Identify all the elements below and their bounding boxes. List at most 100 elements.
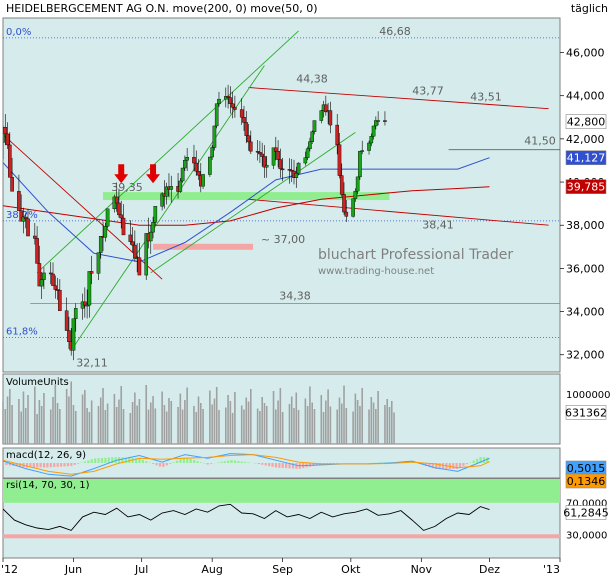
- macd-histogram-bar: [261, 463, 263, 465]
- x-tick-label: Sep: [272, 563, 293, 576]
- macd-histogram-bar: [53, 463, 55, 467]
- volume-bar: [352, 412, 354, 445]
- macd-histogram-bar: [220, 462, 222, 463]
- volume-bar: [139, 399, 141, 444]
- volume-bar: [18, 399, 20, 444]
- volume-bar: [282, 412, 284, 444]
- candle-body: [72, 319, 75, 351]
- volume-bar: [384, 405, 386, 444]
- x-tick-label: '13: [543, 563, 560, 576]
- macd-histogram-bar: [173, 462, 175, 463]
- candle-body: [170, 186, 173, 189]
- macd-histogram-bar: [159, 463, 161, 467]
- volume-bar: [339, 398, 341, 445]
- candle-body: [117, 203, 120, 215]
- volume-bar: [298, 410, 300, 444]
- macd-histogram-bar: [234, 461, 236, 463]
- candle-body: [320, 111, 323, 121]
- macd-histogram-bar: [282, 463, 284, 468]
- candle-body: [354, 191, 357, 199]
- volume-bar: [107, 404, 109, 445]
- candle-body: [233, 107, 236, 109]
- volume-bar: [373, 403, 375, 445]
- candle-body: [383, 121, 386, 122]
- volume-bar: [357, 400, 359, 444]
- candle-body: [138, 258, 141, 275]
- interval-label: täglich: [571, 2, 608, 15]
- volume-tick-label: 1000000: [566, 390, 611, 401]
- macd-histogram-bar: [74, 463, 76, 465]
- macd-histogram-bar: [210, 463, 212, 464]
- volume-bar: [4, 409, 6, 444]
- volume-bar: [182, 410, 184, 445]
- candle-body: [192, 157, 195, 163]
- macd-histogram-bar: [248, 462, 250, 463]
- volume-bar: [86, 408, 88, 444]
- candle-body: [201, 174, 204, 186]
- candle-body: [215, 104, 218, 126]
- volume-bar: [200, 403, 202, 444]
- price-annotation: 43,77: [412, 85, 444, 98]
- watermark-title: bluchart Professional Trader: [318, 247, 513, 263]
- watermark-url: www.trading-house.net: [318, 266, 434, 277]
- volume-bar: [102, 388, 104, 444]
- volume-bar: [327, 390, 329, 445]
- candle-body: [24, 217, 27, 219]
- volume-bar: [68, 397, 70, 445]
- candle-body: [42, 273, 45, 280]
- price-tick-label: 42,000: [566, 133, 605, 146]
- volume-bar: [20, 412, 22, 445]
- volume-bar: [164, 405, 166, 444]
- volume-bar: [59, 409, 61, 444]
- volume-bar: [11, 405, 13, 444]
- price-badge: 42,800: [567, 116, 606, 129]
- candle-body: [122, 218, 125, 235]
- volume-bar: [195, 412, 197, 444]
- macd-histogram-bar: [196, 461, 198, 463]
- candle-body: [26, 219, 29, 236]
- volume-bar: [105, 410, 107, 444]
- volume-bar: [323, 412, 325, 444]
- volume-bar: [280, 388, 282, 444]
- volume-bar: [118, 400, 120, 445]
- volume-bar: [54, 384, 56, 444]
- volume-bar: [389, 407, 391, 444]
- volume-bar: [82, 395, 84, 445]
- candle-body: [65, 311, 68, 331]
- candle-body: [33, 236, 36, 238]
- candle-body: [258, 152, 261, 154]
- candle-body: [36, 238, 39, 263]
- volume-bar: [343, 386, 345, 445]
- volume-bar: [293, 408, 295, 444]
- candle-body: [345, 212, 348, 216]
- candle-body: [154, 206, 157, 222]
- price-annotation: 39,35: [111, 181, 143, 194]
- price-tick-label: 44,000: [566, 90, 605, 103]
- macd-histogram-bar: [63, 463, 65, 466]
- volume-bar: [289, 404, 291, 444]
- macd-histogram-bar: [70, 463, 72, 466]
- candle-body: [242, 117, 245, 122]
- candle-body: [229, 98, 232, 104]
- volume-bar: [250, 389, 252, 444]
- candle-body: [329, 111, 332, 125]
- macd-histogram-bar: [207, 463, 209, 465]
- candle-body: [304, 158, 307, 163]
- volume-bar: [184, 400, 186, 444]
- candle-body: [208, 157, 211, 174]
- candle-body: [308, 142, 311, 149]
- macd-histogram-bar: [50, 463, 52, 467]
- volume-bar: [89, 412, 91, 444]
- macd-histogram-bar: [176, 461, 178, 463]
- volume-bar: [266, 406, 268, 444]
- macd-histogram-bar: [179, 459, 181, 463]
- volume-bar: [336, 410, 338, 445]
- macd-histogram-bar: [237, 461, 239, 463]
- price-tick-label: 38,000: [566, 219, 605, 232]
- volume-bar: [116, 407, 118, 444]
- macd-histogram-bar: [57, 463, 59, 467]
- macd-histogram-bar: [452, 463, 454, 469]
- volume-bar: [50, 410, 52, 445]
- macd-histogram-bar: [265, 463, 267, 465]
